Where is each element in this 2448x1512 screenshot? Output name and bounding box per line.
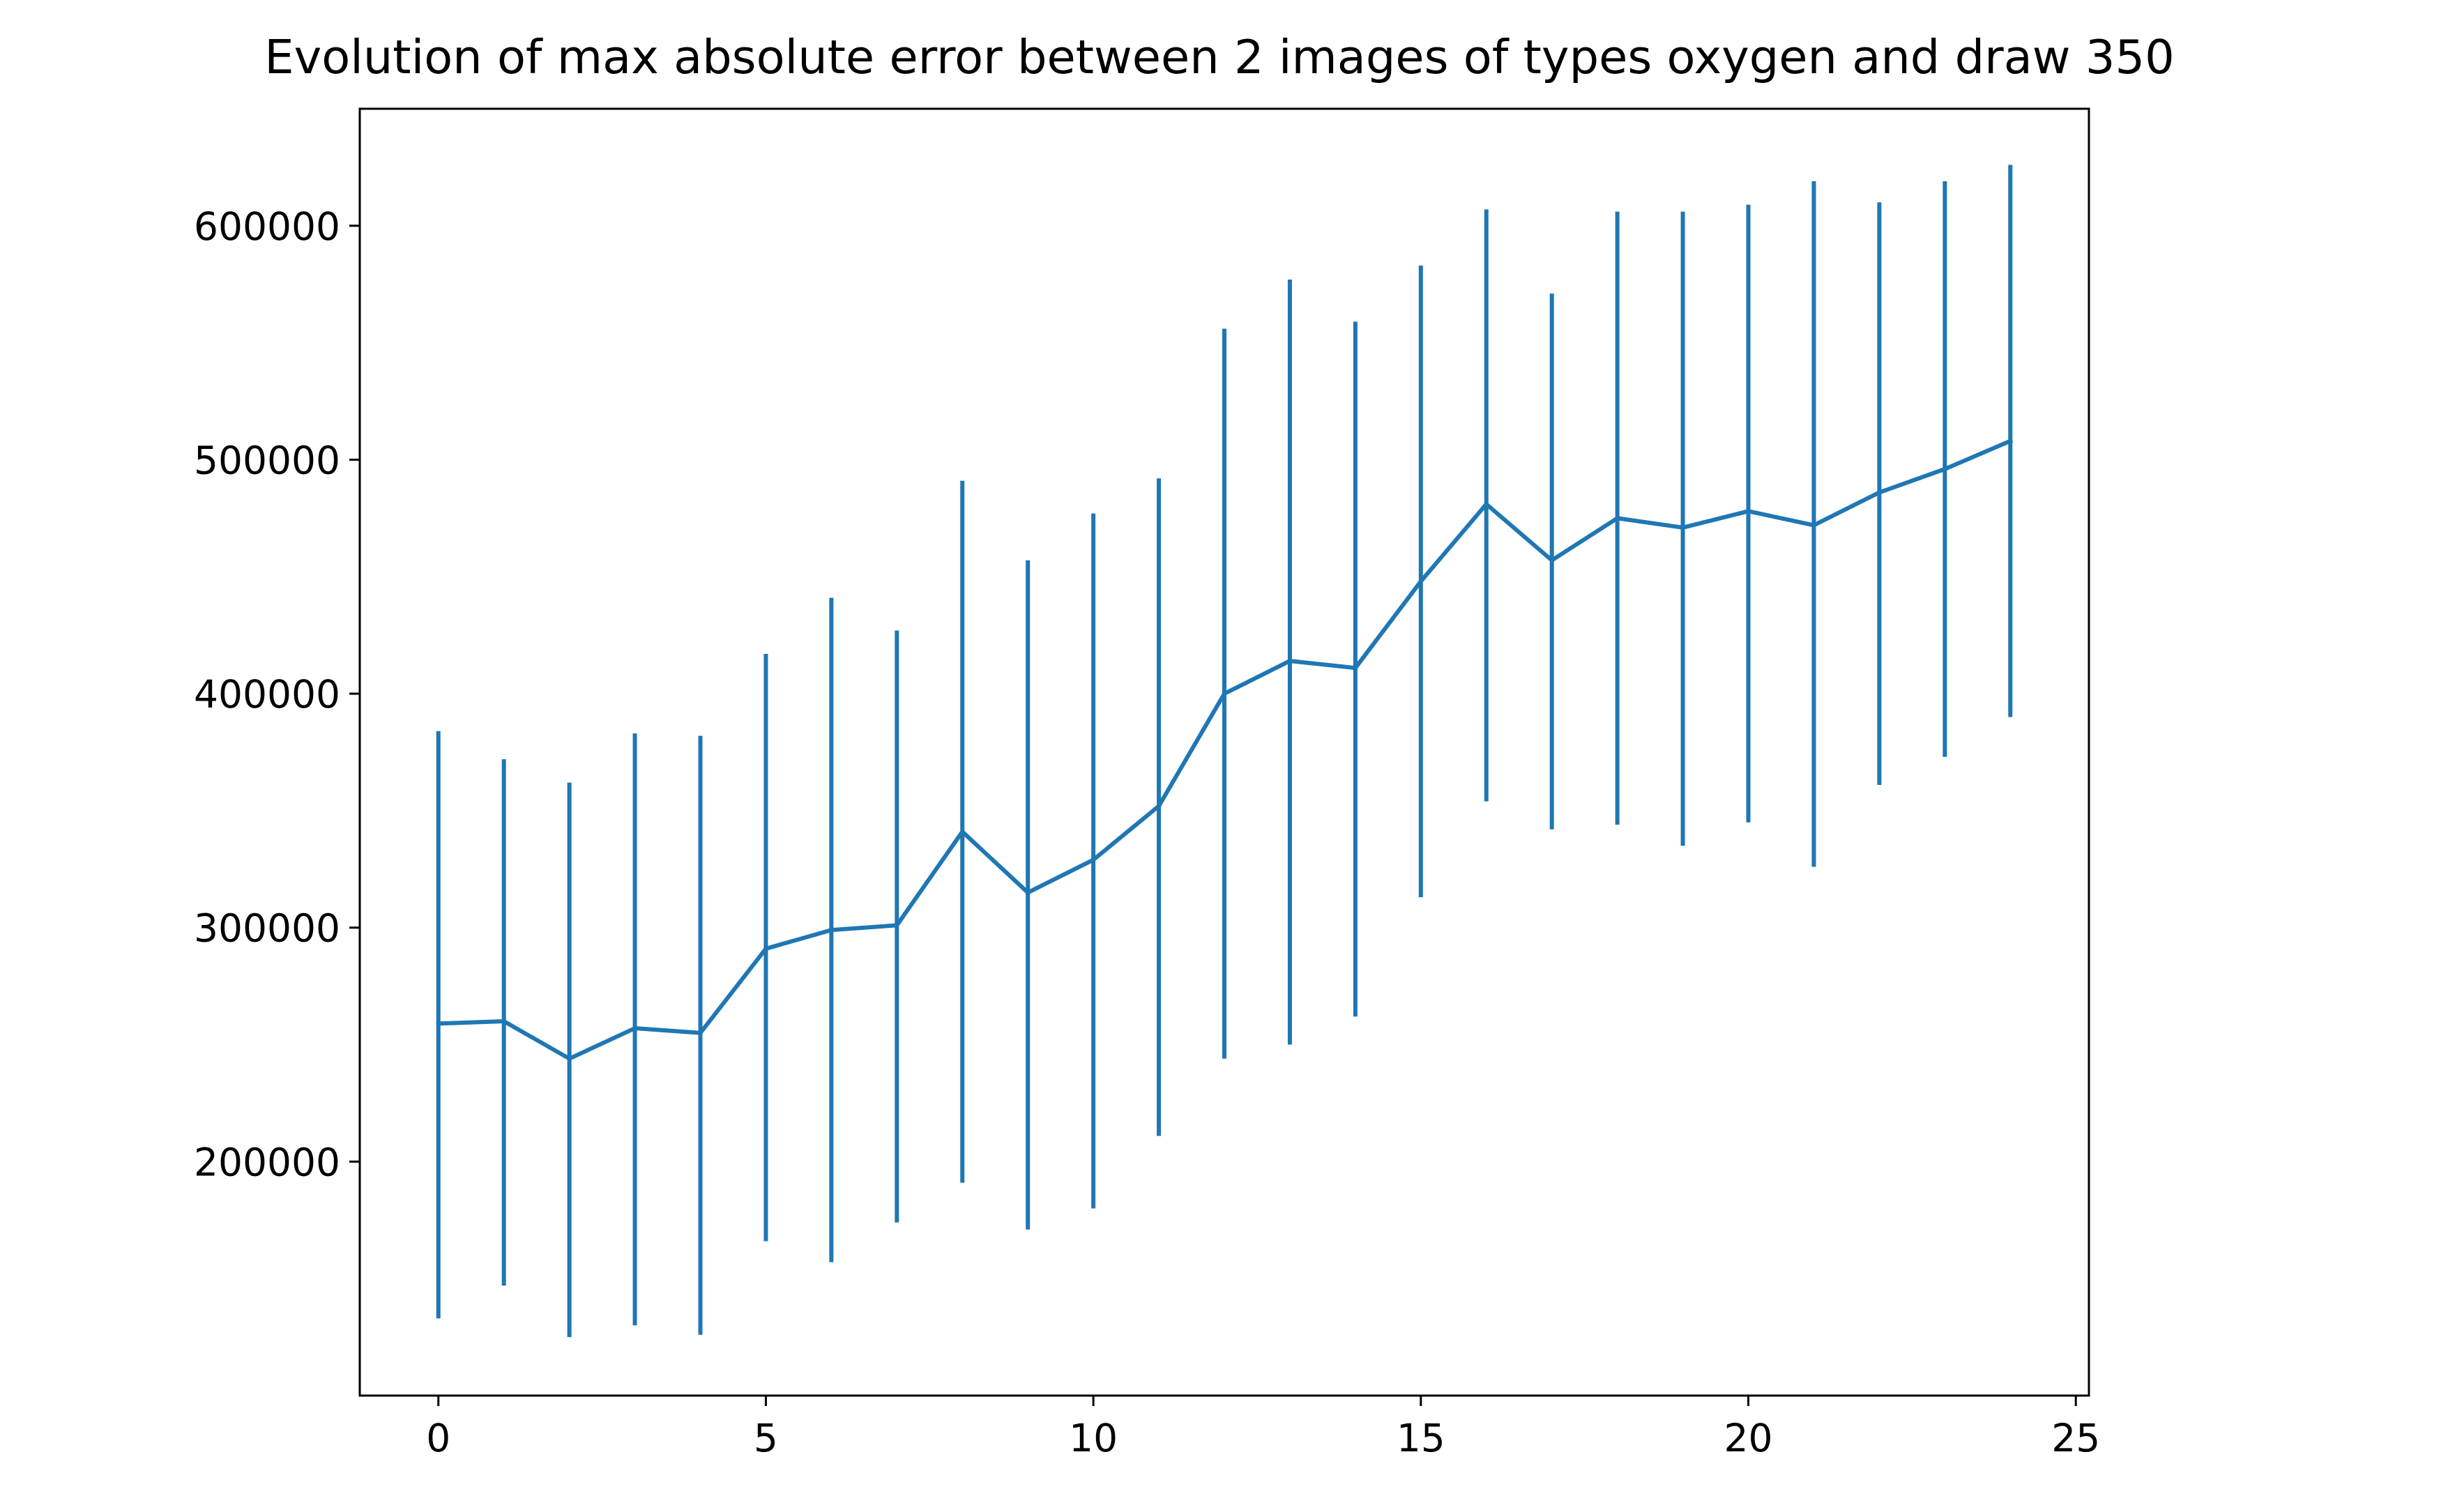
x-tick-label: 25: [2051, 1416, 2100, 1460]
plot-frame: [358, 107, 2090, 1397]
x-tick-label: 5: [754, 1416, 778, 1460]
x-tick-label: 0: [426, 1416, 450, 1460]
y-tick-label: 300000: [194, 906, 340, 951]
x-tick-label: 15: [1397, 1416, 1445, 1460]
x-tick-label: 10: [1069, 1416, 1118, 1460]
y-tick-label: 600000: [194, 204, 340, 249]
chart-title: Evolution of max absolute error between …: [264, 30, 2174, 84]
x-tick-label: 20: [1724, 1416, 1773, 1460]
y-axis-ticks: 200000 300000 400000 500000 600000: [194, 204, 360, 1184]
y-tick-label: 200000: [194, 1140, 340, 1184]
y-tick-label: 500000: [194, 438, 340, 482]
x-axis-ticks: 0 5 10 15 20 25: [426, 1396, 2100, 1460]
y-tick-label: 400000: [194, 672, 340, 717]
series-line: [436, 438, 2014, 1061]
